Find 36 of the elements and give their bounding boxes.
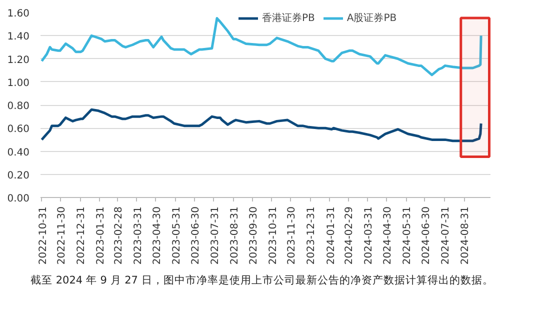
y-tick-label: 1.00 bbox=[7, 78, 30, 89]
x-tick-label: 2023-12-31 bbox=[306, 206, 318, 265]
x-tick-label: 2023-08-31 bbox=[229, 206, 240, 265]
x-tick-label: 2023-10-31 bbox=[268, 206, 279, 265]
x-tick-label: 2024-08-31 bbox=[460, 206, 472, 265]
y-tick-label: 1.40 bbox=[7, 32, 30, 43]
x-tick-label: 2023-06-30 bbox=[190, 206, 202, 265]
legend-label: 香港证券PB bbox=[262, 12, 315, 25]
x-tick-label: 2024-04-30 bbox=[382, 206, 394, 265]
x-tick-label: 2024-01-31 bbox=[326, 206, 337, 265]
y-tick-label: 0.80 bbox=[7, 101, 30, 112]
x-tick-label: 2022-10-31 bbox=[38, 206, 49, 265]
text: 截至 2024 年 9 月 27 日，图中市净率是使用上市公司最新公告的净资产数据计算得出的数据。 bbox=[30, 274, 494, 286]
x-tick-label: 2023-02-28 bbox=[113, 206, 124, 265]
x-tick-label: 2023-01-31 bbox=[96, 206, 107, 265]
x-tick-label: 2022-12-31 bbox=[76, 206, 88, 265]
x-tick-label: 2024-03-31 bbox=[364, 206, 375, 265]
y-tick-label: 1.20 bbox=[7, 54, 30, 66]
x-tick-label: 2024-02-29 bbox=[344, 206, 356, 265]
x-tick-label: 2023-07-31 bbox=[210, 206, 221, 265]
x-tick-label: 2023-09-30 bbox=[248, 206, 260, 265]
x-tick-label: 2023-05-31 bbox=[171, 206, 182, 265]
line-series bbox=[40, 108, 482, 142]
y-tick-label: 1.60 bbox=[7, 8, 30, 20]
x-tick-label: 2024-06-30 bbox=[420, 206, 432, 265]
x-tick-label: 2024-07-31 bbox=[440, 206, 452, 265]
x-tick-label: 2022-11-30 bbox=[56, 206, 68, 265]
x-tick-label: 2023-03-31 bbox=[132, 206, 144, 265]
y-tick-label: 0.20 bbox=[7, 170, 30, 182]
y-tick-label: 0.60 bbox=[7, 124, 30, 136]
y-tick-label: 0.40 bbox=[7, 147, 30, 158]
x-tick-label: 2023-04-30 bbox=[152, 206, 163, 265]
x-tick-label: 2024-05-31 bbox=[402, 206, 414, 265]
x-tick-label: 2023-11-30 bbox=[286, 206, 298, 265]
y-tick-label: 0.00 bbox=[7, 194, 30, 204]
legend-label: A股证券PB bbox=[346, 12, 397, 25]
